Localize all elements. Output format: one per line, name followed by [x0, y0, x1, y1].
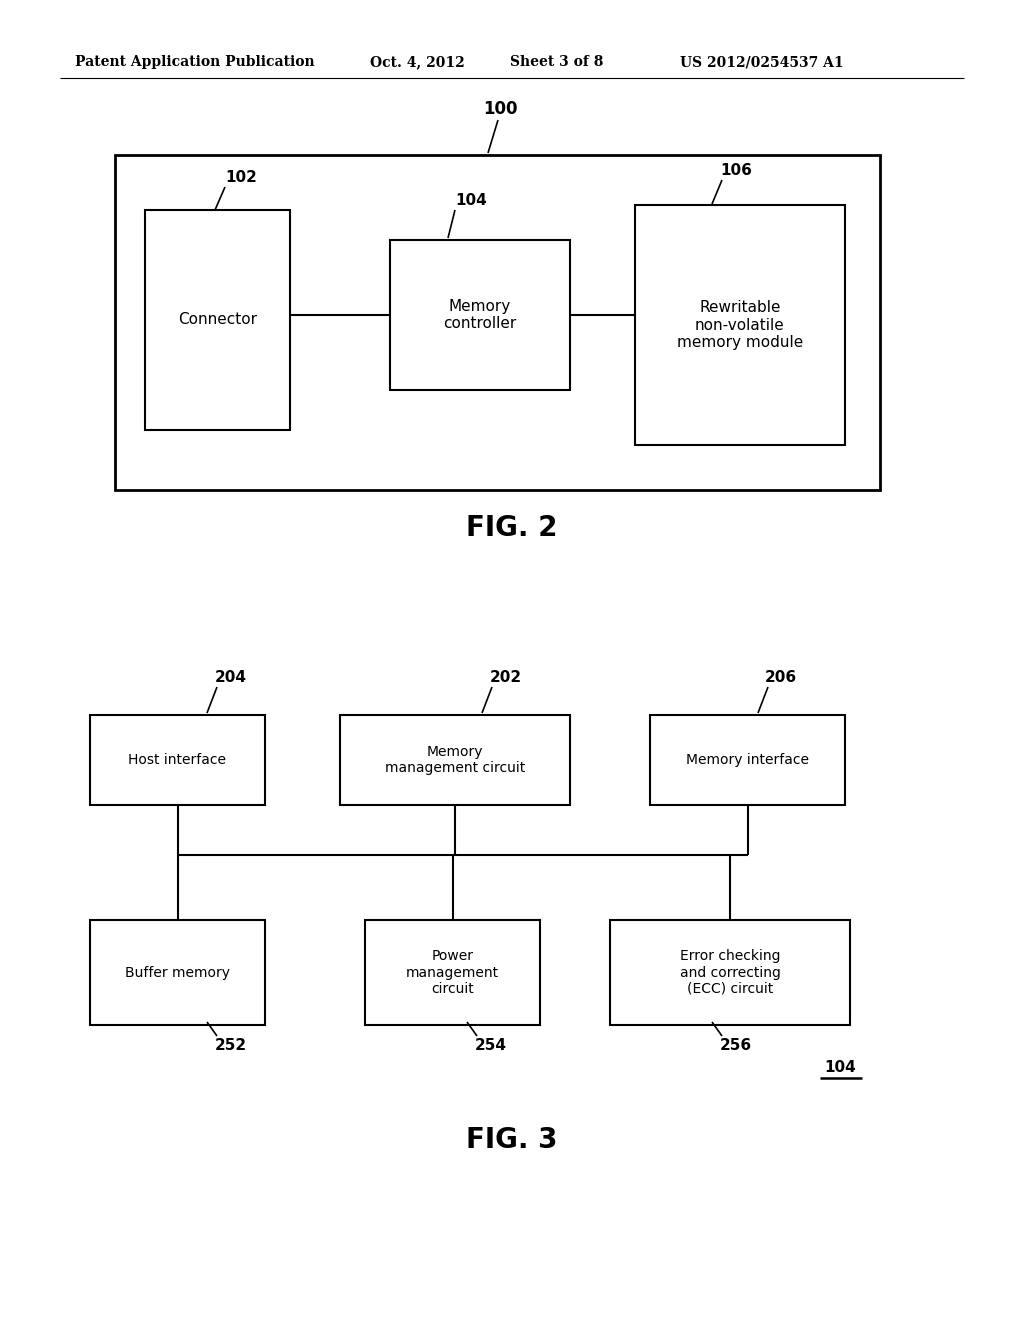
Text: Oct. 4, 2012: Oct. 4, 2012	[370, 55, 465, 69]
Text: Connector: Connector	[178, 313, 257, 327]
Text: 100: 100	[482, 100, 517, 117]
Bar	[610, 920, 850, 1026]
Text: FIG. 3: FIG. 3	[466, 1126, 558, 1154]
Text: Sheet 3 of 8: Sheet 3 of 8	[510, 55, 603, 69]
Text: Memory interface: Memory interface	[686, 752, 809, 767]
Text: FIG. 2: FIG. 2	[466, 513, 558, 543]
Text: Memory
controller: Memory controller	[443, 298, 517, 331]
Text: Power
management
circuit: Power management circuit	[406, 949, 499, 995]
Text: Patent Application Publication: Patent Application Publication	[75, 55, 314, 69]
Bar	[340, 715, 570, 805]
Text: Memory
management circuit: Memory management circuit	[385, 744, 525, 775]
Bar	[90, 920, 265, 1026]
Bar	[650, 715, 845, 805]
Text: Host interface: Host interface	[128, 752, 226, 767]
Text: Rewritable
non-volatile
memory module: Rewritable non-volatile memory module	[677, 300, 803, 350]
Bar	[635, 205, 845, 445]
Bar	[390, 240, 570, 389]
Text: Buffer memory: Buffer memory	[125, 965, 230, 979]
Bar	[145, 210, 290, 430]
Bar	[365, 920, 540, 1026]
Text: 206: 206	[765, 671, 797, 685]
Text: 106: 106	[720, 162, 752, 178]
Text: 102: 102	[225, 170, 257, 185]
Bar	[115, 154, 880, 490]
Text: 104: 104	[824, 1060, 856, 1076]
Text: 204: 204	[215, 671, 247, 685]
Text: Error checking
and correcting
(ECC) circuit: Error checking and correcting (ECC) circ…	[680, 949, 780, 995]
Text: 256: 256	[720, 1038, 752, 1053]
Text: 202: 202	[490, 671, 522, 685]
Bar	[90, 715, 265, 805]
Text: 252: 252	[215, 1038, 247, 1053]
Text: 104: 104	[455, 193, 486, 209]
Text: US 2012/0254537 A1: US 2012/0254537 A1	[680, 55, 844, 69]
Text: 254: 254	[475, 1038, 507, 1053]
